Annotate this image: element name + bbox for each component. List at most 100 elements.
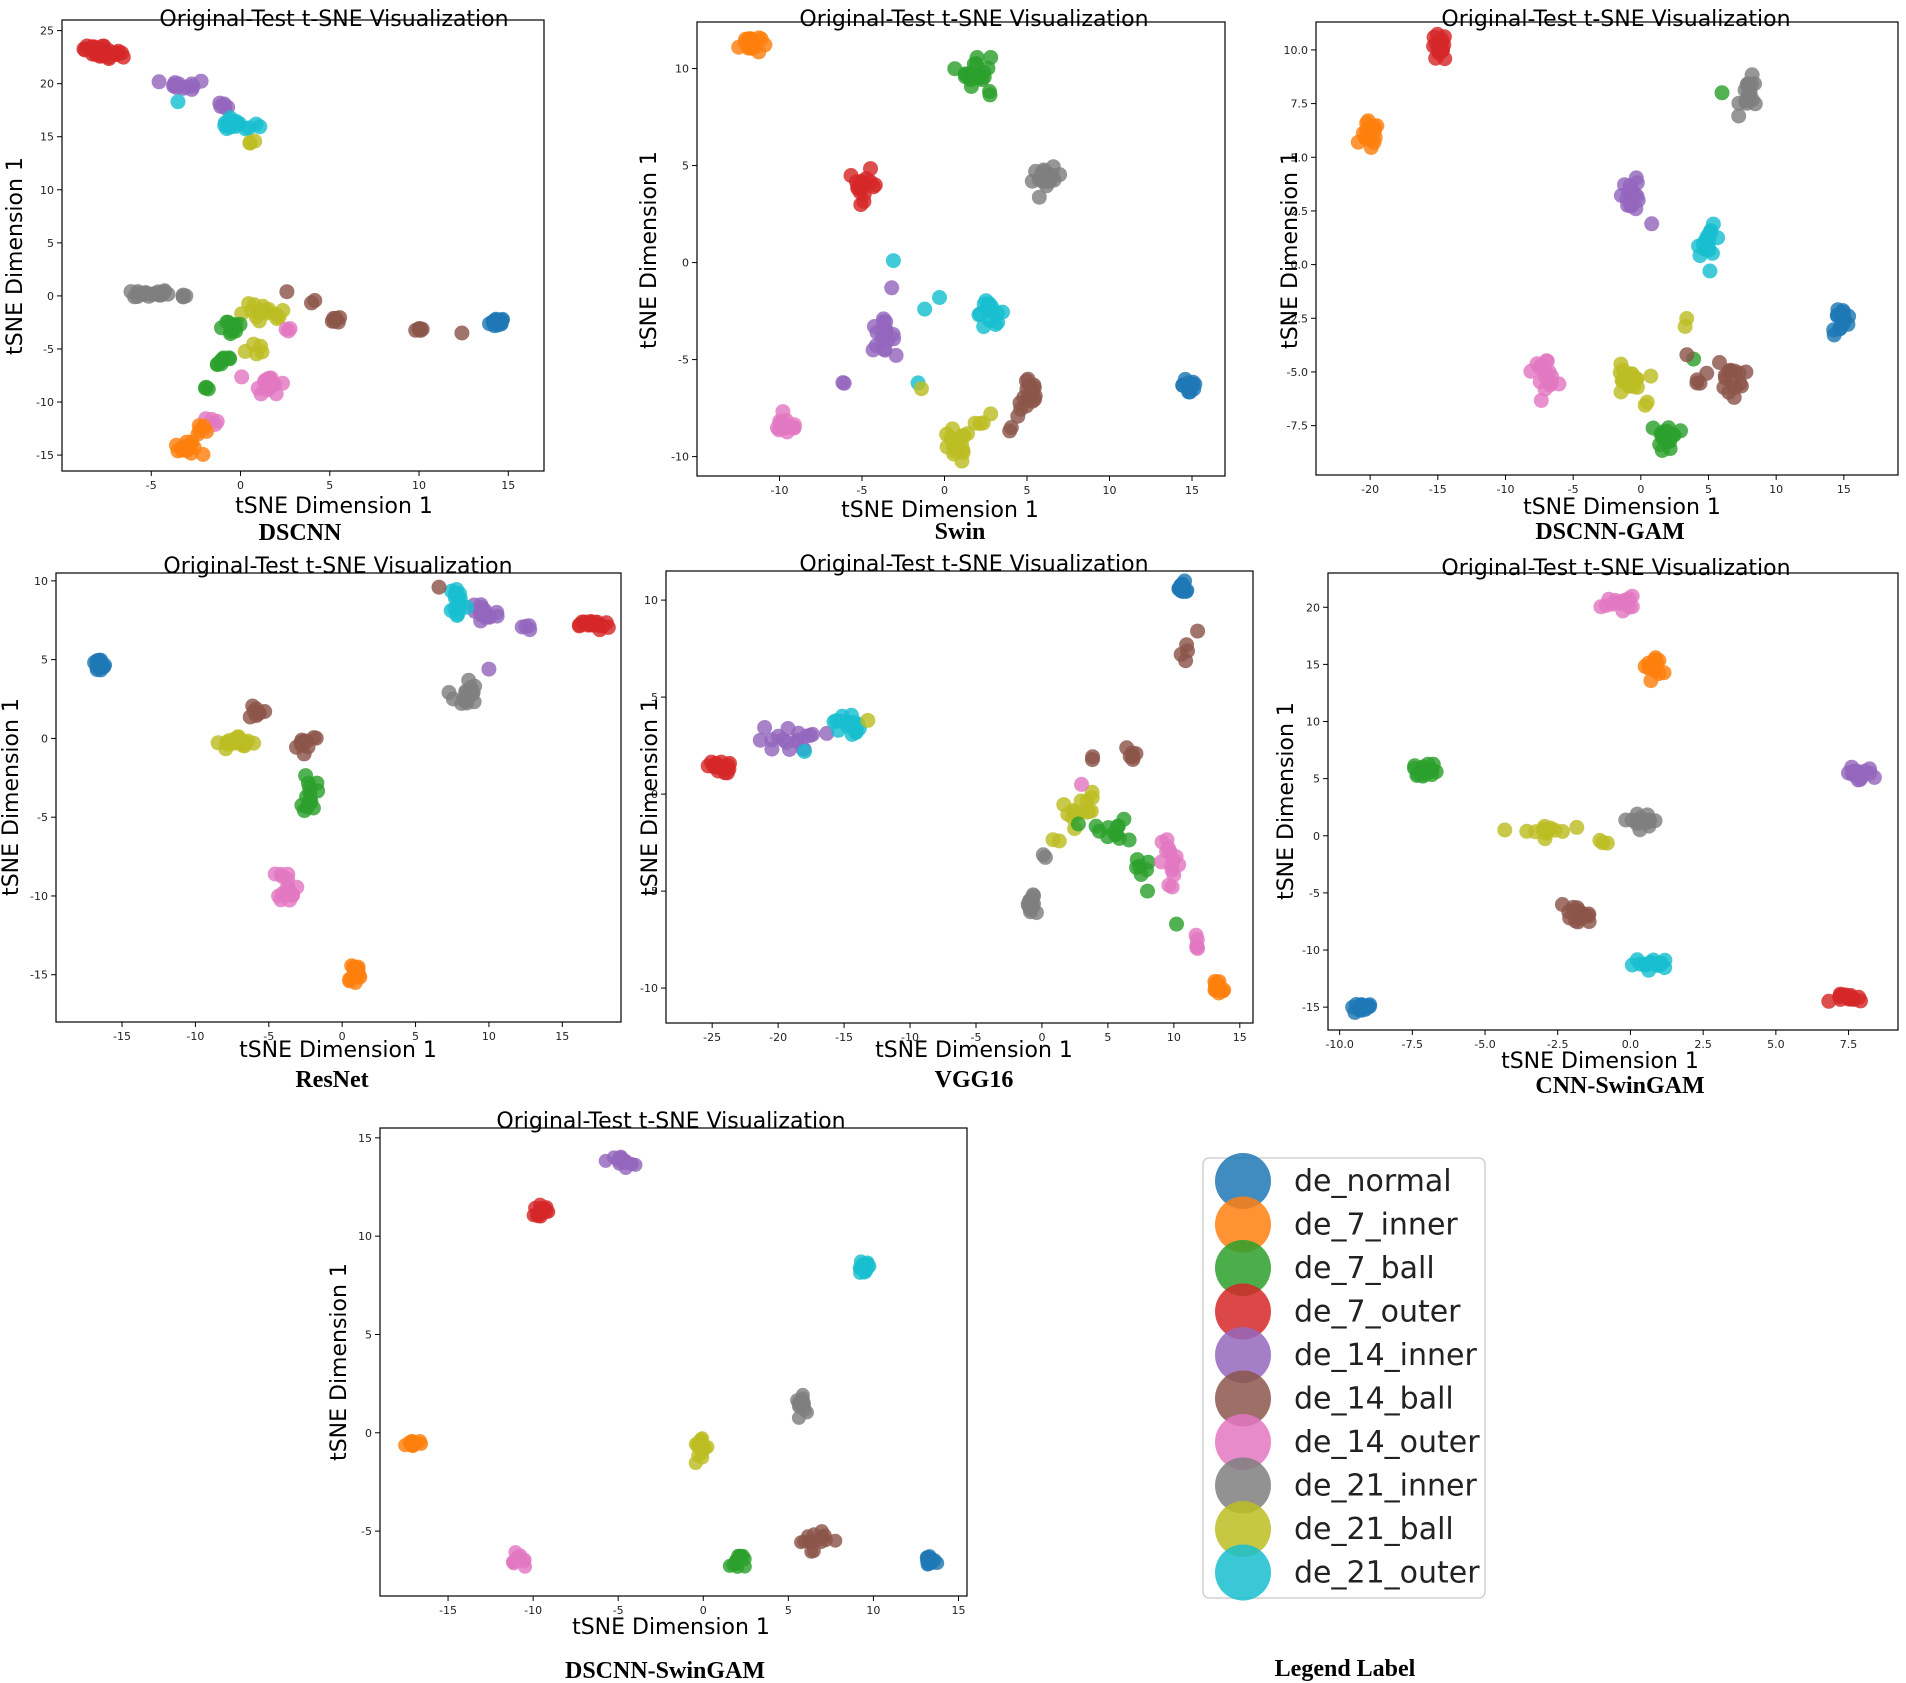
point-de_21_ball bbox=[1537, 831, 1553, 847]
point-de_14_ball bbox=[1679, 347, 1695, 363]
plot-title: Original-Test t-SNE Visualization bbox=[496, 1109, 845, 1134]
legend-label-de_21_ball: de_21_ball bbox=[1294, 1512, 1454, 1547]
point-de_21_inner bbox=[791, 1410, 806, 1425]
x-tick-label: -7.5 bbox=[1402, 1038, 1423, 1051]
point-de_21_outer bbox=[1702, 263, 1718, 279]
point-de_21_outer bbox=[1703, 223, 1719, 239]
y-tick-label: -5 bbox=[647, 885, 658, 898]
x-tick-label: -5 bbox=[1568, 483, 1579, 496]
point-de_7_outer bbox=[1821, 993, 1837, 1009]
point-de_21_inner bbox=[1020, 896, 1036, 912]
point-de_14_inner bbox=[780, 721, 796, 736]
point-de_7_ball bbox=[1169, 916, 1184, 932]
legend-marker-de_7_inner bbox=[1215, 1196, 1271, 1253]
y-tick-label: 10 bbox=[40, 184, 54, 197]
legend-box bbox=[1202, 1157, 1486, 1599]
point-de_normal bbox=[1175, 377, 1191, 393]
point-de_7_ball bbox=[970, 70, 986, 86]
point-de_21_ball bbox=[956, 428, 972, 444]
y-tick-label: 0 bbox=[1313, 830, 1320, 843]
x-tick-label: -20 bbox=[769, 1031, 787, 1044]
legend-marker-de_21_ball bbox=[1215, 1501, 1271, 1557]
x-tick-label: -15 bbox=[113, 1030, 131, 1043]
x-tick-label: 2.5 bbox=[1694, 1038, 1712, 1051]
point-de_14_ball bbox=[250, 706, 266, 722]
point-de_21_ball bbox=[983, 406, 999, 422]
point-de_7_ball bbox=[982, 87, 998, 103]
x-tick-label: -5 bbox=[263, 1030, 274, 1043]
plot-frame bbox=[55, 572, 622, 1023]
y-tick-label: 0 bbox=[651, 788, 658, 801]
point-de_21_ball bbox=[241, 296, 257, 312]
y-axis-label: tSNE Dimension 1 bbox=[1274, 702, 1299, 900]
model-caption: DSCNN-SwinGAM bbox=[565, 1658, 765, 1683]
point-de_14_ball bbox=[326, 310, 342, 326]
tsne-panel-dscnn: Original-Test t-SNE Visualization-5 0 5 10 1… bbox=[3, 7, 545, 546]
point-de_14_inner bbox=[212, 95, 228, 111]
x-tick-label: 0 bbox=[1038, 1031, 1045, 1044]
plot-frame bbox=[61, 19, 545, 472]
point-de_14_outer bbox=[280, 884, 296, 899]
point-de_14_ball bbox=[1124, 745, 1140, 761]
x-tick-label: 5 bbox=[1104, 1031, 1111, 1044]
point-de_7_inner bbox=[1216, 982, 1232, 998]
point-de_21_outer bbox=[1698, 236, 1714, 252]
y-axis-label: tSNE Dimension 1 bbox=[638, 698, 663, 896]
point-de_21_outer bbox=[826, 714, 842, 730]
model-caption: VGG16 bbox=[935, 1067, 1014, 1093]
point-de_21_outer bbox=[932, 290, 947, 305]
tsne-panel-swin: Original-Test t-SNE Visualization -10 -5 0 5… bbox=[637, 7, 1226, 545]
point-de_14_ball bbox=[1738, 364, 1754, 380]
y-tick-label: -5 bbox=[1309, 887, 1320, 900]
point-de_7_inner bbox=[191, 418, 207, 434]
x-tick-label: 10 bbox=[482, 1030, 496, 1043]
scatter-points bbox=[76, 38, 510, 462]
x-tick-label: 5.0 bbox=[1767, 1038, 1785, 1051]
point-de_normal bbox=[927, 1553, 942, 1568]
scatter-points bbox=[398, 1149, 945, 1574]
x-tick-label: -5 bbox=[613, 1604, 624, 1617]
y-tick-label: -10 bbox=[671, 451, 689, 464]
point-de_7_ball bbox=[1645, 420, 1661, 436]
point-de_7_ball bbox=[1424, 767, 1440, 783]
point-de_21_inner bbox=[1031, 189, 1047, 205]
model-caption: DSCNN bbox=[259, 520, 342, 546]
x-tick-label: -10.0 bbox=[1325, 1038, 1353, 1051]
point-de_14_outer bbox=[511, 1551, 526, 1566]
point-de_7_ball bbox=[309, 775, 325, 791]
y-tick-label: -5 bbox=[361, 1525, 372, 1538]
point-de_14_outer bbox=[1171, 857, 1187, 873]
y-tick-label: 10 bbox=[1306, 716, 1320, 729]
point-de_14_outer bbox=[1164, 879, 1180, 895]
y-axis-label: tSNE Dimension 1 bbox=[3, 157, 28, 355]
point-de_14_ball bbox=[1024, 393, 1040, 409]
x-tick-label: 10 bbox=[1769, 483, 1783, 496]
point-de_14_ball bbox=[279, 284, 295, 300]
point-de_21_ball bbox=[1592, 832, 1608, 848]
point-de_7_ball bbox=[214, 352, 230, 368]
point-de_normal bbox=[92, 655, 108, 671]
point-de_7_inner bbox=[414, 1436, 429, 1451]
x-tick-label: -5.0 bbox=[1474, 1038, 1495, 1051]
point-de_21_outer bbox=[840, 718, 856, 734]
point-de_7_ball bbox=[298, 768, 314, 784]
point-de_21_ball bbox=[913, 381, 929, 397]
y-tick-label: -15 bbox=[30, 969, 48, 982]
x-axis-label: tSNE Dimension 1 bbox=[841, 498, 1039, 523]
point-de_7_inner bbox=[1651, 653, 1667, 668]
y-tick-label: 0 bbox=[682, 257, 689, 270]
tsne-panel-vgg16: Original-Test t-SNE Visualization -25 -20 -… bbox=[638, 552, 1254, 1093]
plot-frame bbox=[1315, 21, 1899, 476]
x-tick-label: -2.5 bbox=[1547, 1038, 1568, 1051]
plot-title: Original-Test t-SNE Visualization bbox=[1441, 556, 1790, 581]
y-tick-label: 5 bbox=[1313, 773, 1320, 786]
point-de_7_outer bbox=[1843, 991, 1858, 1007]
point-de_14_ball bbox=[1190, 623, 1206, 639]
scatter-points bbox=[1345, 588, 1882, 1020]
x-tick-label: 10 bbox=[1167, 1031, 1181, 1044]
y-tick-label: 10 bbox=[644, 594, 658, 607]
point-de_21_inner bbox=[1035, 174, 1051, 190]
point-de_21_inner bbox=[1731, 108, 1747, 124]
point-de_14_inner bbox=[616, 1154, 631, 1169]
x-tick-label: 10 bbox=[412, 479, 426, 492]
